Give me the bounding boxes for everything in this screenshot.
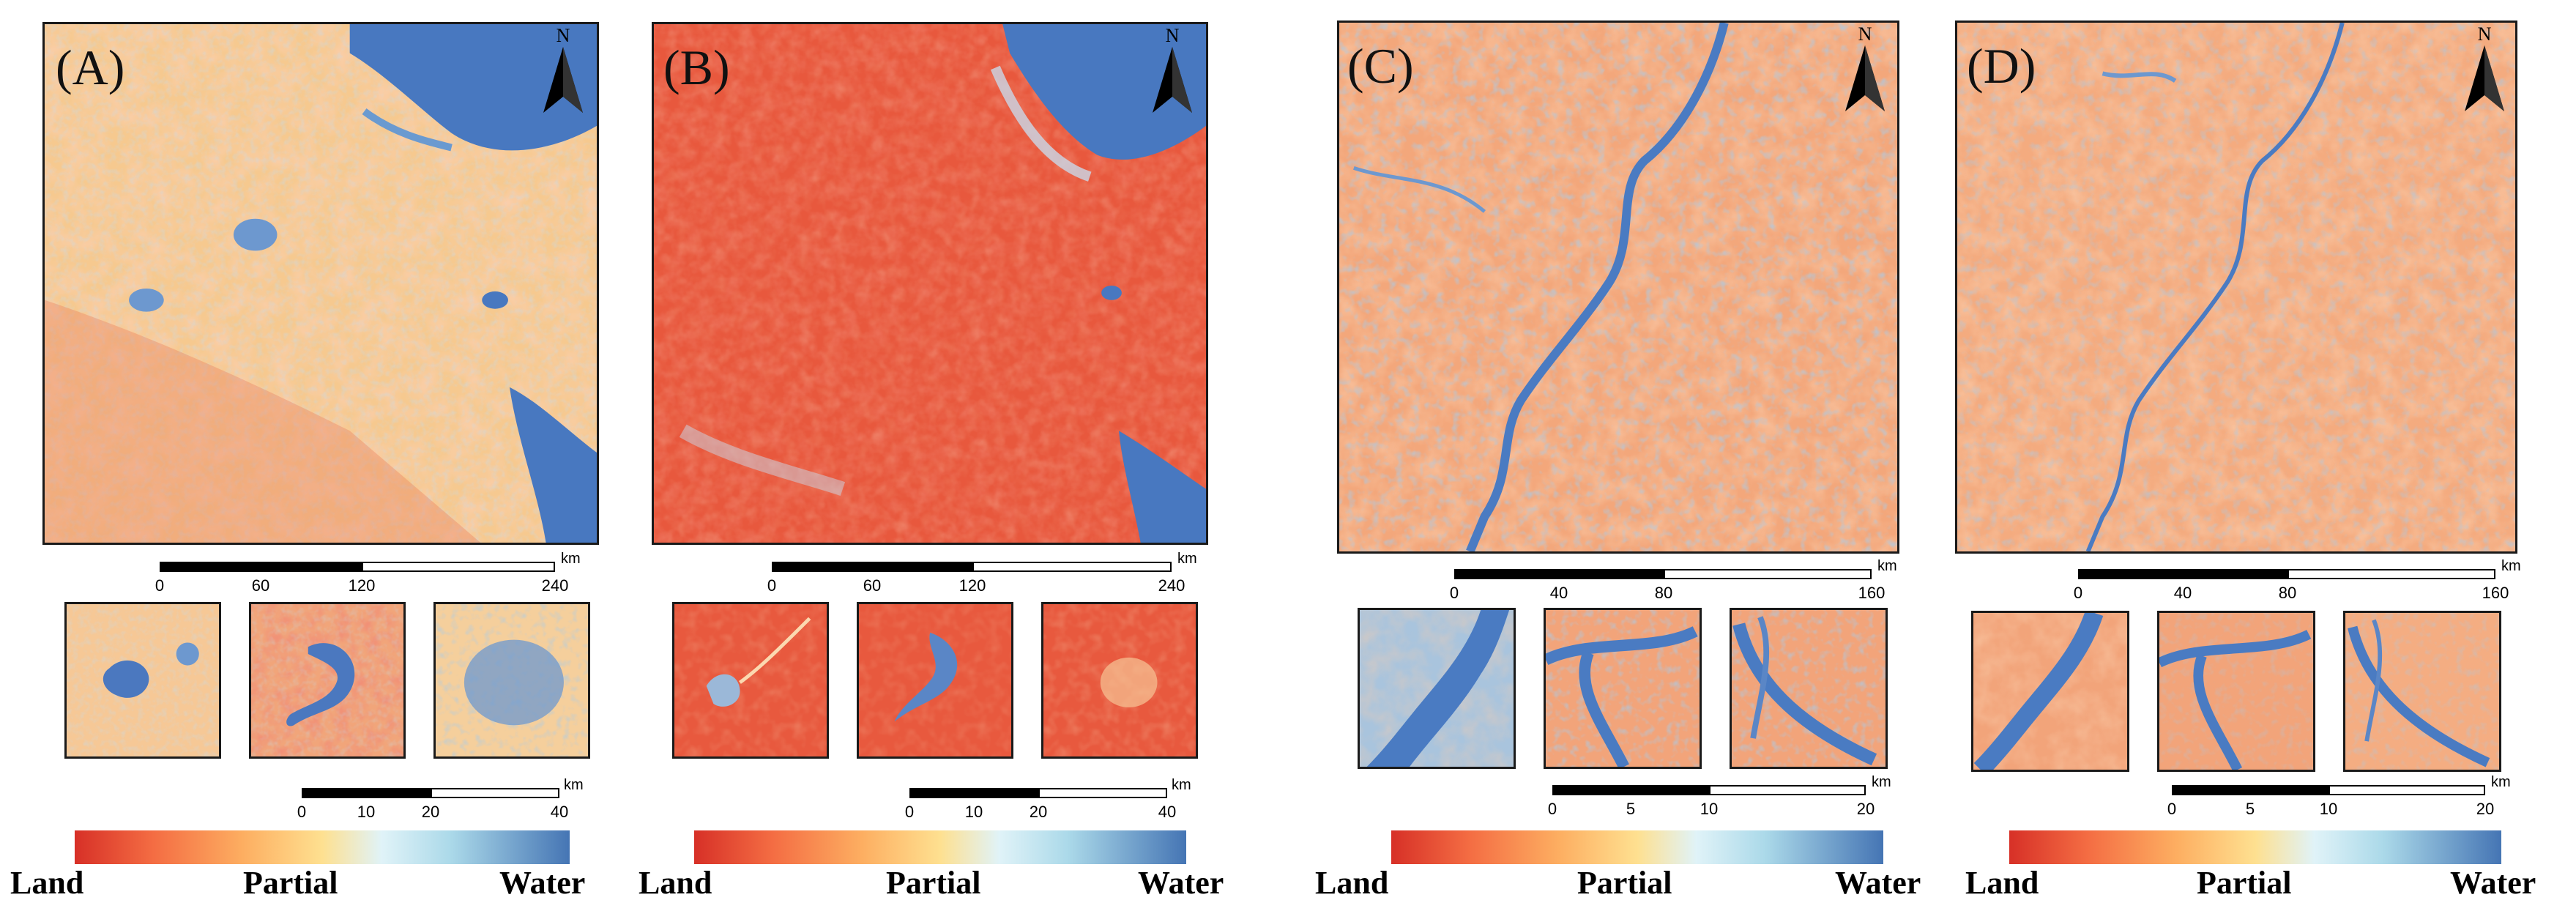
scale-unit: km [2491, 774, 2511, 790]
scale-tick: 20 [1856, 800, 1875, 818]
panel-a-inset-3 [433, 602, 590, 759]
scale-unit: km [564, 777, 584, 793]
panel-c-colorbar [1391, 830, 1883, 864]
scale-tick: 10 [1700, 800, 1719, 818]
north-label: N [1858, 23, 1872, 45]
colorbar-label-water: Water [499, 865, 586, 901]
panel-c-main-scalebar: 0 40 80 160 km [1450, 559, 1897, 601]
scale-tick: 5 [2245, 800, 2255, 818]
panel-d-north-arrow: N [2459, 25, 2510, 113]
scale-tick: 0 [1547, 800, 1557, 818]
colorbar-label-land: Land [10, 865, 84, 901]
panel-d-inset-2 [2157, 611, 2315, 772]
scale-tick: 80 [2278, 584, 2297, 602]
panel-b-inset-3 [1041, 602, 1198, 759]
scale-tick: 240 [1158, 576, 1185, 595]
panel-b-inset-2 [857, 602, 1013, 759]
scale-tick: 40 [1158, 803, 1177, 821]
north-label: N [2477, 23, 2492, 45]
north-label: N [1165, 25, 1180, 46]
panel-a-main-scalebar: 0 60 120 240 km [155, 551, 581, 594]
scale-unit: km [561, 551, 581, 567]
scale-tick: 5 [1626, 800, 1636, 818]
colorbar-label-water: Water [1835, 865, 1921, 901]
colorbar-label-water: Water [1138, 865, 1224, 901]
scale-tick: 120 [958, 576, 986, 595]
panel-c-inset-1 [1358, 608, 1516, 769]
colorbar-label-water: Water [2450, 865, 2536, 901]
scale-tick: 20 [2476, 800, 2495, 818]
colorbar-label-land: Land [1965, 865, 2039, 901]
panel-b-north-arrow: N [1147, 26, 1198, 114]
panel-d-colorbar [2009, 830, 2501, 864]
north-arrow-icon [1153, 47, 1192, 113]
north-arrow-icon [1845, 45, 1885, 111]
panel-d-inset-scalebar: 0 5 10 20 km [2167, 775, 2511, 817]
colorbar-label-land: Land [1315, 865, 1389, 901]
panel-a-inset-1 [64, 602, 221, 759]
scale-tick: 0 [297, 803, 307, 821]
panel-a-label: (A) [56, 40, 125, 95]
north-label: N [556, 25, 570, 46]
colorbar-label-partial: Partial [2197, 865, 2292, 901]
colorbar-label-partial: Partial [886, 865, 981, 901]
panel-c-inset-scalebar: 0 5 10 20 km [1548, 775, 1891, 817]
panel-d-main-scalebar: 0 40 80 160 km [2074, 559, 2521, 601]
scale-unit: km [1872, 774, 1891, 790]
scale-tick: 10 [964, 803, 983, 821]
panel-d-label: (D) [1967, 38, 2036, 94]
panel-a-colorbar [75, 830, 570, 864]
colorbar-label-partial: Partial [1577, 865, 1672, 901]
scale-tick: 60 [863, 576, 882, 595]
scale-tick: 40 [550, 803, 569, 821]
scale-tick: 0 [2073, 584, 2083, 602]
scale-tick: 240 [541, 576, 569, 595]
panel-b-inset-scalebar: 0 10 20 40 km [905, 778, 1191, 820]
scale-tick: 10 [357, 803, 376, 821]
scale-tick: 40 [1549, 584, 1568, 602]
panel-b-inset-1 [672, 602, 829, 759]
north-arrow-icon [543, 47, 583, 113]
scale-tick: 80 [1654, 584, 1673, 602]
scale-tick: 0 [2167, 800, 2177, 818]
panel-d-main-map [1955, 21, 2517, 554]
scale-tick: 60 [251, 576, 270, 595]
panel-c-inset-3 [1730, 608, 1888, 769]
scale-tick: 160 [1858, 584, 1886, 602]
scale-tick: 20 [1029, 803, 1048, 821]
scale-tick: 160 [2482, 584, 2509, 602]
scale-unit: km [1877, 558, 1897, 574]
scale-tick: 20 [421, 803, 440, 821]
colorbar-label-partial: Partial [243, 865, 338, 901]
panel-c-north-arrow: N [1839, 25, 1891, 113]
scale-tick: 40 [2173, 584, 2192, 602]
panel-c-inset-2 [1544, 608, 1702, 769]
panel-b-main-map [652, 22, 1208, 545]
scale-tick: 120 [348, 576, 376, 595]
panel-b-colorbar [694, 830, 1186, 864]
north-arrow-icon [2465, 45, 2504, 111]
scale-tick: 0 [155, 576, 165, 595]
scale-tick: 0 [767, 576, 777, 595]
panel-c-main-map [1337, 21, 1899, 554]
scale-tick: 10 [2319, 800, 2338, 818]
panel-b-label: (B) [663, 40, 730, 95]
panel-a-north-arrow: N [537, 26, 589, 114]
scale-tick: 0 [1449, 584, 1459, 602]
scale-unit: km [1177, 551, 1197, 567]
panel-b-main-scalebar: 0 60 120 240 km [767, 551, 1197, 594]
scale-unit: km [1172, 777, 1191, 793]
panel-a-inset-2 [249, 602, 406, 759]
panel-a-inset-scalebar: 0 10 20 40 km [297, 778, 584, 820]
panel-d-inset-1 [1971, 611, 2129, 772]
scale-tick: 0 [904, 803, 915, 821]
scale-unit: km [2501, 558, 2521, 574]
panel-a-main-map [42, 22, 599, 545]
panel-c-label: (C) [1347, 38, 1414, 94]
colorbar-label-land: Land [639, 865, 712, 901]
panel-d-inset-3 [2343, 611, 2501, 772]
